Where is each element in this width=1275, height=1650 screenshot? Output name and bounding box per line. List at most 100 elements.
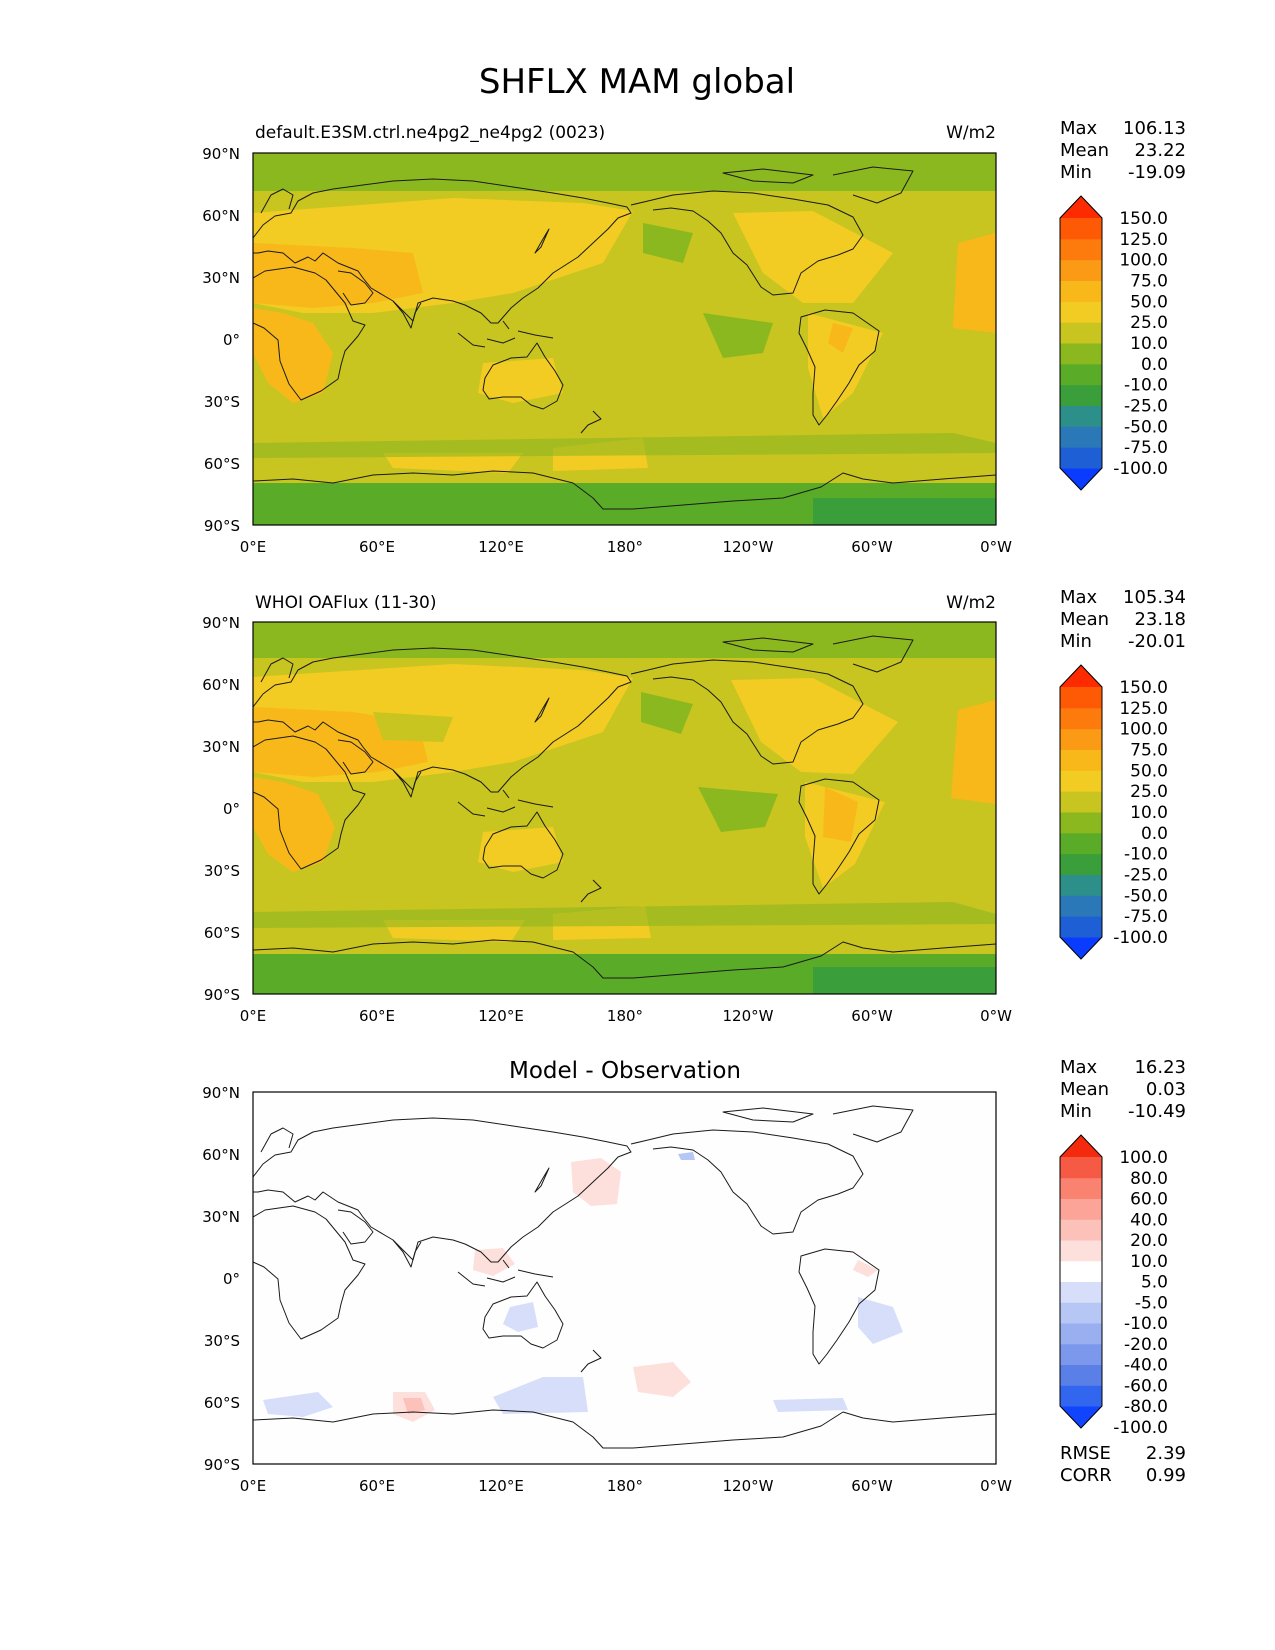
metric-label: RMSE <box>1060 1443 1111 1464</box>
colorbar-tick-label: -50.0 <box>1124 417 1168 437</box>
lat-tick-label: 90°N <box>202 145 240 163</box>
panel-title-center: Model - Observation <box>509 1058 741 1084</box>
colorbar-tick-label: -5.0 <box>1135 1293 1168 1313</box>
colorbar-tick-label: -25.0 <box>1124 397 1168 417</box>
colorbar-swatch <box>1060 1219 1102 1241</box>
lat-tick-label: 30°S <box>204 862 240 880</box>
colorbar-outline <box>1059 195 1103 491</box>
colorbar-tick-label: -20.0 <box>1124 1335 1168 1355</box>
colorbar-tick-label: -80.0 <box>1124 1397 1168 1417</box>
lon-tick-label: 0°W <box>980 538 1012 556</box>
colorbar-swatch <box>1060 1364 1102 1386</box>
stat-label: Max <box>1060 1057 1098 1078</box>
colorbar-tick-label: 80.0 <box>1130 1169 1168 1189</box>
lon-tick-label: 120°E <box>478 1007 524 1025</box>
lat-tick-label: 30°N <box>202 1208 240 1226</box>
colorbar-swatch <box>1060 405 1102 427</box>
colorbar-tick-label: 25.0 <box>1130 313 1168 333</box>
lon-tick-label: 60°E <box>359 538 395 556</box>
colorbar-swatch <box>1060 1302 1102 1324</box>
lon-tick-label: 180° <box>607 1007 643 1025</box>
lat-tick-label: 30°N <box>202 738 240 756</box>
lat-tick-label: 60°S <box>204 1394 240 1412</box>
stat-value: 23.18 <box>1134 609 1186 630</box>
colorbar-tick-label: -75.0 <box>1124 438 1168 458</box>
stat-value: 16.23 <box>1134 1057 1186 1078</box>
colorbar-swatch <box>1060 447 1102 469</box>
lat-tick-label: 30°S <box>204 393 240 411</box>
colorbar-swatch <box>1060 791 1102 813</box>
colorbar-tick-label: 50.0 <box>1130 292 1168 312</box>
panel-title-left: WHOI OAFlux (11-30) <box>255 593 437 613</box>
lat-tick-label: 90°N <box>202 1084 240 1102</box>
colorbar-tick-label: -100.0 <box>1113 928 1168 948</box>
colorbar-swatch <box>1060 728 1102 750</box>
colorbar-tick-label: -60.0 <box>1124 1376 1168 1396</box>
map-field-test <box>253 153 996 525</box>
colorbar-extend-low <box>1060 1406 1102 1428</box>
lat-tick-label: 60°N <box>202 1146 240 1164</box>
colorbar-swatch <box>1060 1260 1102 1282</box>
stat-label: Mean <box>1060 1079 1109 1100</box>
colorbar-tick-label: 10.0 <box>1130 334 1168 354</box>
lon-tick-label: 60°W <box>851 1007 893 1025</box>
lat-tick-label: 60°N <box>202 207 240 225</box>
lat-tick-label: 30°N <box>202 269 240 287</box>
stat-label: Mean <box>1060 609 1109 630</box>
lon-tick-label: 180° <box>607 538 643 556</box>
stats-difference: Max Mean Min 16.23 0.03 -10.49 <box>1060 1057 1186 1122</box>
colorbar-extend-low <box>1060 937 1102 959</box>
colorbar-tick-label: 5.0 <box>1141 1273 1168 1293</box>
colorbar-tick-label: 100.0 <box>1119 1148 1168 1168</box>
colorbar-swatch <box>1060 707 1102 730</box>
lon-tick-label: 60°E <box>359 1007 395 1025</box>
colorbar-tick-label: -100.0 <box>1113 459 1168 479</box>
colorbar-swatch <box>1060 874 1102 896</box>
colorbar-tick-label: 100.0 <box>1119 720 1168 740</box>
colorbar-tick-label: -10.0 <box>1124 845 1168 865</box>
lon-tick-label: 0°W <box>980 1477 1012 1495</box>
colorbar-tick-label: 40.0 <box>1130 1210 1168 1230</box>
lon-tick-labels: 0°E 60°E 120°E 180° 120°W 60°W 0°W <box>240 538 1012 556</box>
colorbar-tick-label: 75.0 <box>1130 272 1168 292</box>
lon-tick-label: 120°W <box>723 1477 774 1495</box>
colorbar-swatch <box>1060 343 1102 365</box>
colorbar-swatch <box>1060 280 1102 302</box>
lon-tick-label: 180° <box>607 1477 643 1495</box>
colorbar-tick-label: 20.0 <box>1130 1231 1168 1251</box>
colorbar-swatch <box>1060 426 1102 448</box>
colorbar-swatch <box>1060 301 1102 323</box>
colorbar-swatch <box>1060 1343 1102 1365</box>
panel-reference: WHOI OAFlux (11-30) W/m2 <box>202 587 1186 1025</box>
colorbar-tick-label: 150.0 <box>1119 209 1168 229</box>
metrics-difference: RMSE CORR 2.39 0.99 <box>1060 1443 1186 1486</box>
colorbar-swatch <box>1060 1323 1102 1345</box>
colorbar-tick-label: 125.0 <box>1119 699 1168 719</box>
colorbar-swatch <box>1060 895 1102 917</box>
metric-label: CORR <box>1060 1465 1112 1486</box>
stat-label: Min <box>1060 162 1092 183</box>
colorbar-tick-label: -10.0 <box>1124 1314 1168 1334</box>
colorbar-extend-high <box>1060 196 1102 218</box>
panel-title-left: default.E3SM.ctrl.ne4pg2_ne4pg2 (0023) <box>255 123 605 143</box>
colorbar-tick-label: -10.0 <box>1124 376 1168 396</box>
lat-tick-label: 90°S <box>204 517 240 535</box>
stat-value: -19.09 <box>1128 162 1186 183</box>
metric-value: 0.99 <box>1146 1465 1186 1486</box>
stat-label: Max <box>1060 587 1098 608</box>
stat-value: 105.34 <box>1123 587 1186 608</box>
lon-tick-label: 60°E <box>359 1477 395 1495</box>
stat-label: Min <box>1060 631 1092 652</box>
stat-value: -10.49 <box>1128 1101 1186 1122</box>
stat-value: 23.22 <box>1134 140 1186 161</box>
colorbar-tick-label: -50.0 <box>1124 886 1168 906</box>
stats-test: Max Mean Min 106.13 23.22 -19.09 <box>1060 118 1186 183</box>
lat-tick-label: 0° <box>223 800 240 818</box>
colorbar-swatch <box>1060 1385 1102 1407</box>
lat-tick-label: 90°S <box>204 1456 240 1474</box>
stat-label: Min <box>1060 1101 1092 1122</box>
colorbar-tick-label: 150.0 <box>1119 678 1168 698</box>
colorbar-tick-label: -25.0 <box>1124 866 1168 886</box>
panel-test: default.E3SM.ctrl.ne4pg2_ne4pg2 (0023) W… <box>202 118 1186 556</box>
